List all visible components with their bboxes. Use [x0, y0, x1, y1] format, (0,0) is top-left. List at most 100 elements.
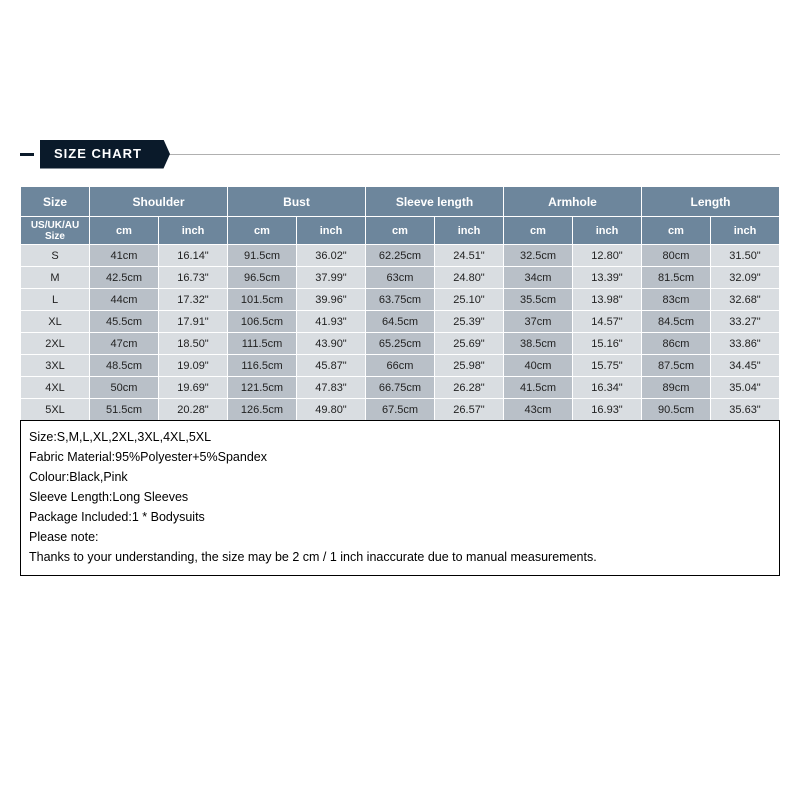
subcol-cm: cm — [504, 217, 573, 245]
table-cell: 41cm — [90, 245, 159, 267]
table-cell: 65.25cm — [366, 333, 435, 355]
subcol-inch: inch — [297, 217, 366, 245]
subcol-cm: cm — [642, 217, 711, 245]
table-cell: 26.28" — [435, 377, 504, 399]
table-cell: 86cm — [642, 333, 711, 355]
subcol-size: US/UK/AU Size — [21, 217, 90, 245]
table-cell: 24.51" — [435, 245, 504, 267]
table-cell: 116.5cm — [228, 355, 297, 377]
table-cell: 17.91" — [159, 311, 228, 333]
table-cell: 35.5cm — [504, 289, 573, 311]
col-bust: Bust — [228, 187, 366, 217]
table-cell: 96.5cm — [228, 267, 297, 289]
table-cell: 16.73" — [159, 267, 228, 289]
subcol-cm: cm — [90, 217, 159, 245]
table-cell: 121.5cm — [228, 377, 297, 399]
table-cell: 19.69" — [159, 377, 228, 399]
table-cell: 15.75" — [573, 355, 642, 377]
table-cell: 63.75cm — [366, 289, 435, 311]
table-cell: 15.16" — [573, 333, 642, 355]
table-cell: 37.99" — [297, 267, 366, 289]
col-length: Length — [642, 187, 780, 217]
table-cell: 87.5cm — [642, 355, 711, 377]
table-cell: 38.5cm — [504, 333, 573, 355]
table-cell: 80cm — [642, 245, 711, 267]
table-cell: 16.14" — [159, 245, 228, 267]
subcol-cm: cm — [228, 217, 297, 245]
subcol-inch: inch — [159, 217, 228, 245]
table-row: S41cm16.14"91.5cm36.02"62.25cm24.51"32.5… — [21, 245, 780, 267]
table-cell: 16.93" — [573, 399, 642, 421]
table-cell: 20.28" — [159, 399, 228, 421]
table-cell: 106.5cm — [228, 311, 297, 333]
table-cell: 25.98" — [435, 355, 504, 377]
table-cell: 41.93" — [297, 311, 366, 333]
table-cell: 26.57" — [435, 399, 504, 421]
table-cell: 35.04" — [711, 377, 780, 399]
table-row: M42.5cm16.73"96.5cm37.99"63cm24.80"34cm1… — [21, 267, 780, 289]
col-shoulder: Shoulder — [90, 187, 228, 217]
table-cell: 25.69" — [435, 333, 504, 355]
table-cell: 32.68" — [711, 289, 780, 311]
table-cell: 47.83" — [297, 377, 366, 399]
subcol-inch: inch — [711, 217, 780, 245]
table-cell: 84.5cm — [642, 311, 711, 333]
col-size: Size — [21, 187, 90, 217]
table-cell: 51.5cm — [90, 399, 159, 421]
size-table: Size Shoulder Bust Sleeve length Armhole… — [20, 186, 780, 421]
table-row: 5XL51.5cm20.28"126.5cm49.80"67.5cm26.57"… — [21, 399, 780, 421]
table-cell: 48.5cm — [90, 355, 159, 377]
note-line: Size:S,M,L,XL,2XL,3XL,4XL,5XL — [29, 427, 771, 447]
note-line: Please note: — [29, 527, 771, 547]
table-cell: 111.5cm — [228, 333, 297, 355]
notes-box: Size:S,M,L,XL,2XL,3XL,4XL,5XL Fabric Mat… — [20, 420, 780, 576]
table-cell: 35.63" — [711, 399, 780, 421]
table-cell: 66cm — [366, 355, 435, 377]
table-cell: 18.50" — [159, 333, 228, 355]
table-cell: 47cm — [90, 333, 159, 355]
table-cell: 89cm — [642, 377, 711, 399]
table-cell: 12.80" — [573, 245, 642, 267]
table-cell: S — [21, 245, 90, 267]
table-cell: M — [21, 267, 90, 289]
table-cell: 63cm — [366, 267, 435, 289]
table-cell: 4XL — [21, 377, 90, 399]
table-cell: L — [21, 289, 90, 311]
table-cell: 17.32" — [159, 289, 228, 311]
table-cell: 32.5cm — [504, 245, 573, 267]
table-cell: 34.45" — [711, 355, 780, 377]
note-line: Thanks to your understanding, the size m… — [29, 547, 771, 567]
table-cell: 45.87" — [297, 355, 366, 377]
table-row: 3XL48.5cm19.09"116.5cm45.87"66cm25.98"40… — [21, 355, 780, 377]
table-cell: 50cm — [90, 377, 159, 399]
note-line: Colour:Black,Pink — [29, 467, 771, 487]
table-cell: 41.5cm — [504, 377, 573, 399]
table-cell: 40cm — [504, 355, 573, 377]
table-cell: 36.02" — [297, 245, 366, 267]
subcol-inch: inch — [573, 217, 642, 245]
table-cell: 126.5cm — [228, 399, 297, 421]
table-cell: 5XL — [21, 399, 90, 421]
table-cell: 42.5cm — [90, 267, 159, 289]
table-cell: 64.5cm — [366, 311, 435, 333]
table-cell: 33.86" — [711, 333, 780, 355]
table-cell: 19.09" — [159, 355, 228, 377]
table-cell: 45.5cm — [90, 311, 159, 333]
table-cell: 24.80" — [435, 267, 504, 289]
note-line: Fabric Material:95%Polyester+5%Spandex — [29, 447, 771, 467]
table-cell: 66.75cm — [366, 377, 435, 399]
table-cell: 43cm — [504, 399, 573, 421]
table-row: 4XL50cm19.69"121.5cm47.83"66.75cm26.28"4… — [21, 377, 780, 399]
table-cell: 83cm — [642, 289, 711, 311]
col-armhole: Armhole — [504, 187, 642, 217]
table-row: L44cm17.32"101.5cm39.96"63.75cm25.10"35.… — [21, 289, 780, 311]
col-sleeve: Sleeve length — [366, 187, 504, 217]
table-cell: 81.5cm — [642, 267, 711, 289]
table-cell: 33.27" — [711, 311, 780, 333]
table-cell: 13.98" — [573, 289, 642, 311]
table-cell: 2XL — [21, 333, 90, 355]
table-cell: XL — [21, 311, 90, 333]
table-cell: 101.5cm — [228, 289, 297, 311]
subcol-cm: cm — [366, 217, 435, 245]
table-cell: 37cm — [504, 311, 573, 333]
